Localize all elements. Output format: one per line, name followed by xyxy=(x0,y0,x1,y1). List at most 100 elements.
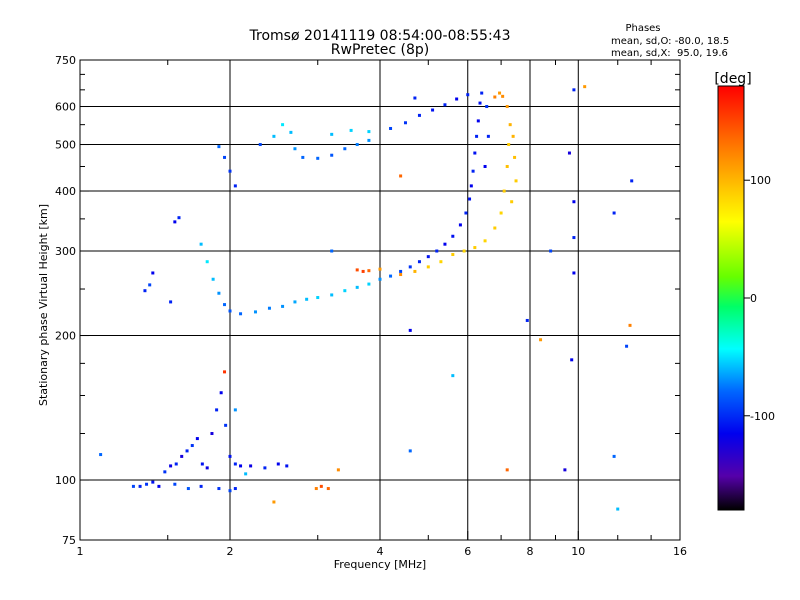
echo-point xyxy=(289,130,293,134)
echo-point xyxy=(616,507,620,511)
echo-point xyxy=(612,211,616,215)
x-tick-labels: 1 2 4 6 8 10 16 xyxy=(77,531,687,558)
echo-point xyxy=(475,134,479,138)
echo-point xyxy=(211,277,215,281)
x-tick-label: 2 xyxy=(227,545,234,558)
phases-box-title: Phases xyxy=(625,23,660,34)
echo-point xyxy=(285,464,289,468)
echo-point xyxy=(464,211,468,215)
x-tick-label: 8 xyxy=(527,545,534,558)
echo-point xyxy=(190,444,194,448)
echo-point xyxy=(233,408,237,412)
echo-point xyxy=(525,318,529,322)
echo-point xyxy=(417,113,421,117)
echo-point xyxy=(389,126,393,130)
echo-point xyxy=(572,200,576,204)
echo-point xyxy=(443,242,447,246)
colorbar-label: [deg] xyxy=(714,71,751,87)
echo-point xyxy=(157,484,161,488)
echo-point xyxy=(505,468,509,472)
echo-point xyxy=(173,482,177,486)
echo-point xyxy=(485,105,489,109)
minor-ticks xyxy=(80,60,680,540)
echo-point xyxy=(276,462,280,466)
echo-point xyxy=(355,143,359,147)
echo-point xyxy=(343,147,347,151)
echo-point xyxy=(217,145,221,149)
echo-point xyxy=(473,246,477,250)
echo-point xyxy=(200,462,204,466)
echo-point xyxy=(249,464,253,468)
echo-point xyxy=(215,408,219,412)
chart-subtitle: RwPretec (8p) xyxy=(331,42,429,58)
echo-point xyxy=(431,108,435,112)
phases-box-line-o: mean, sd,O: -80.0, 18.5 xyxy=(611,36,729,47)
echo-point xyxy=(462,249,466,253)
echo-point xyxy=(505,105,509,109)
echo-point xyxy=(233,184,237,188)
y-tick-label: 600 xyxy=(55,101,76,114)
echo-point xyxy=(301,155,305,159)
echo-point xyxy=(471,169,475,173)
echo-point xyxy=(267,306,271,310)
y-tick-label: 500 xyxy=(55,139,76,152)
echo-point xyxy=(486,134,490,138)
echo-point xyxy=(205,260,209,264)
echo-point xyxy=(316,156,320,160)
echo-point xyxy=(514,179,518,183)
echo-point xyxy=(505,164,509,168)
echo-point xyxy=(451,374,455,378)
y-tick-label: 300 xyxy=(55,245,76,258)
colorbar-tick-label: -100 xyxy=(750,410,775,423)
echo-point xyxy=(185,449,189,453)
echo-point xyxy=(233,462,237,466)
echo-point xyxy=(389,274,393,278)
echo-point xyxy=(451,253,455,257)
echo-point xyxy=(219,391,223,395)
echo-point xyxy=(239,464,243,468)
data-points xyxy=(99,85,634,511)
echo-point xyxy=(330,153,334,157)
echo-point xyxy=(502,189,506,193)
echo-point xyxy=(628,323,632,327)
y-tick-labels: 75 100 200 300 400 500 600 750 xyxy=(55,54,89,547)
echo-point xyxy=(435,249,439,253)
echo-point xyxy=(143,289,147,293)
echo-point xyxy=(478,101,482,105)
echo-point xyxy=(499,211,503,215)
echo-point xyxy=(349,128,353,132)
echo-point xyxy=(483,239,487,243)
echo-point xyxy=(263,466,267,470)
echo-point xyxy=(501,94,505,98)
echo-point xyxy=(367,269,371,273)
echo-point xyxy=(305,297,309,301)
y-tick-label: 750 xyxy=(55,54,76,67)
echo-point xyxy=(319,484,323,488)
colorbar-ticks: 100 0 -100 xyxy=(744,174,775,423)
echo-point xyxy=(399,174,403,178)
echo-point xyxy=(330,293,334,297)
echo-point xyxy=(458,223,462,227)
echo-point xyxy=(258,143,262,147)
echo-point xyxy=(223,155,227,159)
phases-box-line-x: mean, sd,X: 95.0, 19.6 xyxy=(611,48,728,59)
grid-lines xyxy=(80,60,680,540)
echo-point xyxy=(223,370,227,374)
echo-point xyxy=(417,260,421,264)
echo-point xyxy=(272,134,276,138)
echo-point xyxy=(355,268,359,272)
echo-point xyxy=(163,470,167,474)
echo-point xyxy=(493,226,497,230)
echo-point xyxy=(367,282,371,286)
series-group xyxy=(99,370,340,504)
echo-point xyxy=(177,216,181,220)
echo-point xyxy=(148,283,152,287)
echo-point xyxy=(361,269,365,273)
echo-point xyxy=(408,265,412,269)
x-tick-label: 10 xyxy=(571,545,585,558)
echo-point xyxy=(316,296,320,300)
echo-point xyxy=(510,200,514,204)
echo-point xyxy=(625,344,629,348)
echo-point xyxy=(169,300,173,304)
echo-point xyxy=(169,464,173,468)
